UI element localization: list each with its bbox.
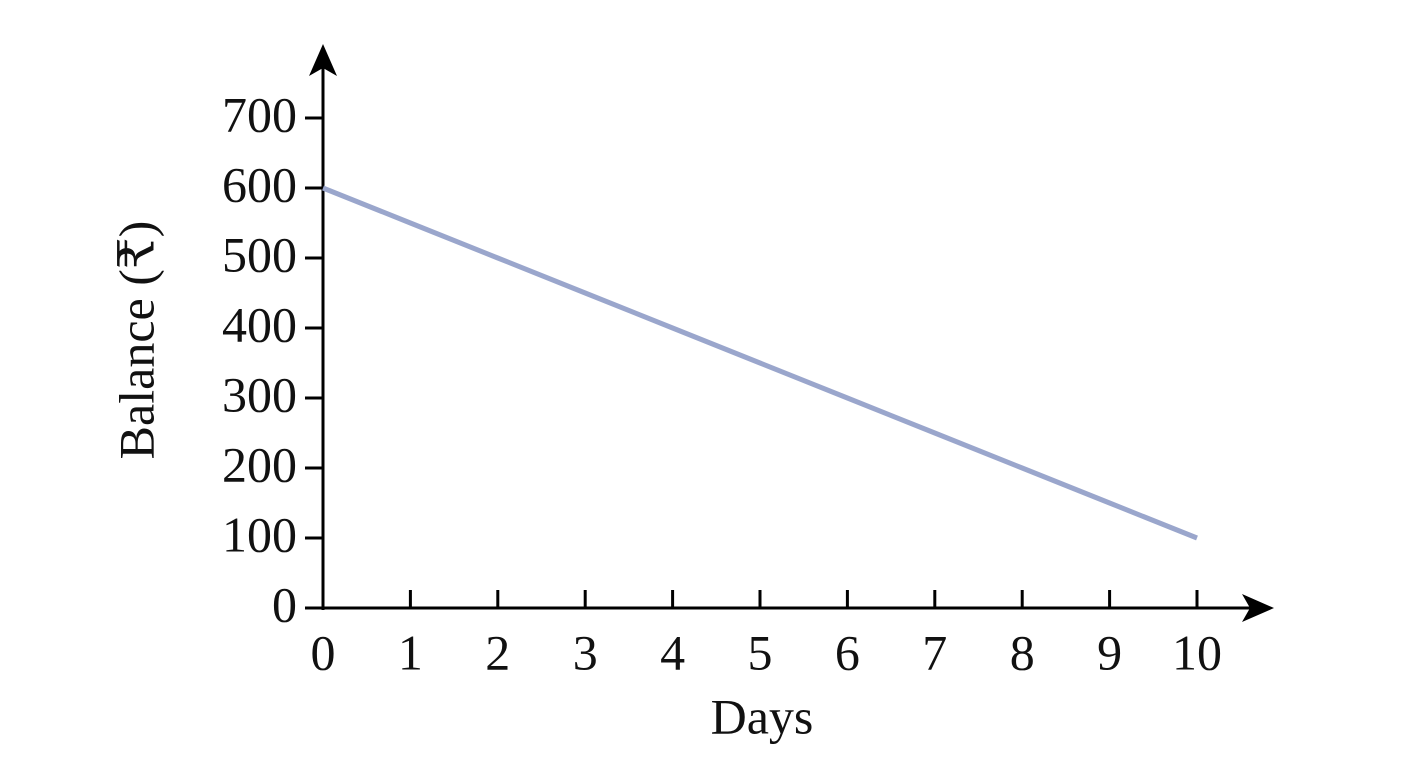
x-tick-label: 9 (1097, 624, 1122, 680)
y-axis-arrow (309, 44, 337, 76)
x-axis-arrow (1242, 594, 1274, 622)
axes (321, 60, 1258, 610)
x-tick-label: 1 (398, 624, 423, 680)
y-tick-label: 400 (222, 296, 297, 352)
x-tick-label: 3 (573, 624, 598, 680)
x-tick-label: 10 (1172, 624, 1222, 680)
x-tick-label: 6 (835, 624, 860, 680)
x-tick-label: 0 (311, 624, 336, 680)
y-tick-label: 0 (272, 576, 297, 632)
x-tick-label: 5 (748, 624, 773, 680)
x-tick-label: 4 (660, 624, 685, 680)
x-tick-label: 2 (485, 624, 510, 680)
y-tick-label: 500 (222, 226, 297, 282)
y-tick-label: 200 (222, 436, 297, 492)
y-tick-label: 100 (222, 506, 297, 562)
y-tick-label: 600 (222, 156, 297, 212)
data-line (322, 185, 1198, 541)
x-tick-label: 8 (1010, 624, 1035, 680)
y-tick-label: 300 (222, 366, 297, 422)
y-tick-label: 700 (222, 86, 297, 142)
y-axis-label: Balance (₹) (108, 221, 164, 460)
x-axis-label: Days (711, 688, 814, 744)
x-tick-label: 7 (922, 624, 947, 680)
